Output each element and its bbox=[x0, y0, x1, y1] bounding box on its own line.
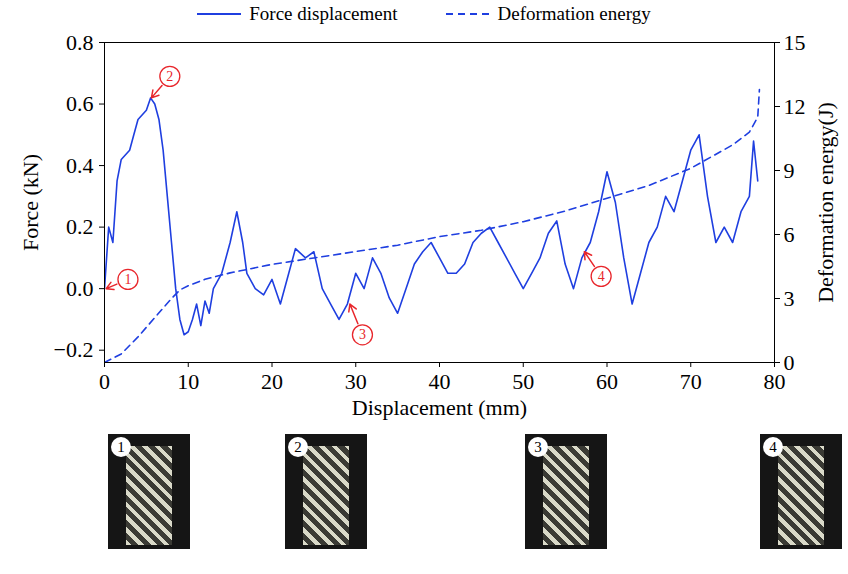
svg-text:6: 6 bbox=[784, 222, 795, 247]
svg-text:0: 0 bbox=[99, 369, 110, 394]
svg-text:4: 4 bbox=[598, 269, 605, 284]
html-text:4: 4 bbox=[769, 439, 777, 455]
svg-text:15: 15 bbox=[784, 30, 806, 55]
html-text:Deformation energy: Deformation energy bbox=[497, 3, 651, 24]
svg-text:0.6: 0.6 bbox=[66, 91, 94, 116]
svg-text:3: 3 bbox=[359, 327, 366, 342]
html-text:Force displacement: Force displacement bbox=[249, 3, 398, 24]
html-text:2: 2 bbox=[294, 439, 302, 455]
html-text:3: 3 bbox=[534, 439, 542, 455]
svg-text:0.2: 0.2 bbox=[66, 214, 94, 239]
svg-text:0.4: 0.4 bbox=[66, 153, 94, 178]
svg-text:9: 9 bbox=[784, 158, 795, 183]
svg-text:30: 30 bbox=[345, 369, 367, 394]
svg-text:Force (kN): Force (kN) bbox=[18, 154, 43, 251]
svg-text:60: 60 bbox=[596, 369, 618, 394]
svg-text:1: 1 bbox=[124, 272, 131, 287]
svg-text:0.0: 0.0 bbox=[66, 276, 94, 301]
svg-text:3: 3 bbox=[784, 286, 795, 311]
svg-text:12: 12 bbox=[784, 94, 806, 119]
svg-text:2: 2 bbox=[166, 69, 173, 84]
svg-text:70: 70 bbox=[680, 369, 702, 394]
svg-text:10: 10 bbox=[177, 369, 199, 394]
svg-text:40: 40 bbox=[429, 369, 451, 394]
svg-text:−0.2: −0.2 bbox=[54, 337, 94, 362]
html-text:1: 1 bbox=[117, 439, 125, 455]
svg-text:0: 0 bbox=[784, 350, 795, 375]
svg-text:0.8: 0.8 bbox=[66, 30, 94, 55]
svg-text:Deformation energy(J): Deformation energy(J) bbox=[813, 102, 838, 303]
svg-text:Displacement (mm): Displacement (mm) bbox=[352, 395, 527, 420]
svg-text:20: 20 bbox=[261, 369, 283, 394]
svg-text:80: 80 bbox=[764, 369, 786, 394]
svg-text:50: 50 bbox=[512, 369, 534, 394]
